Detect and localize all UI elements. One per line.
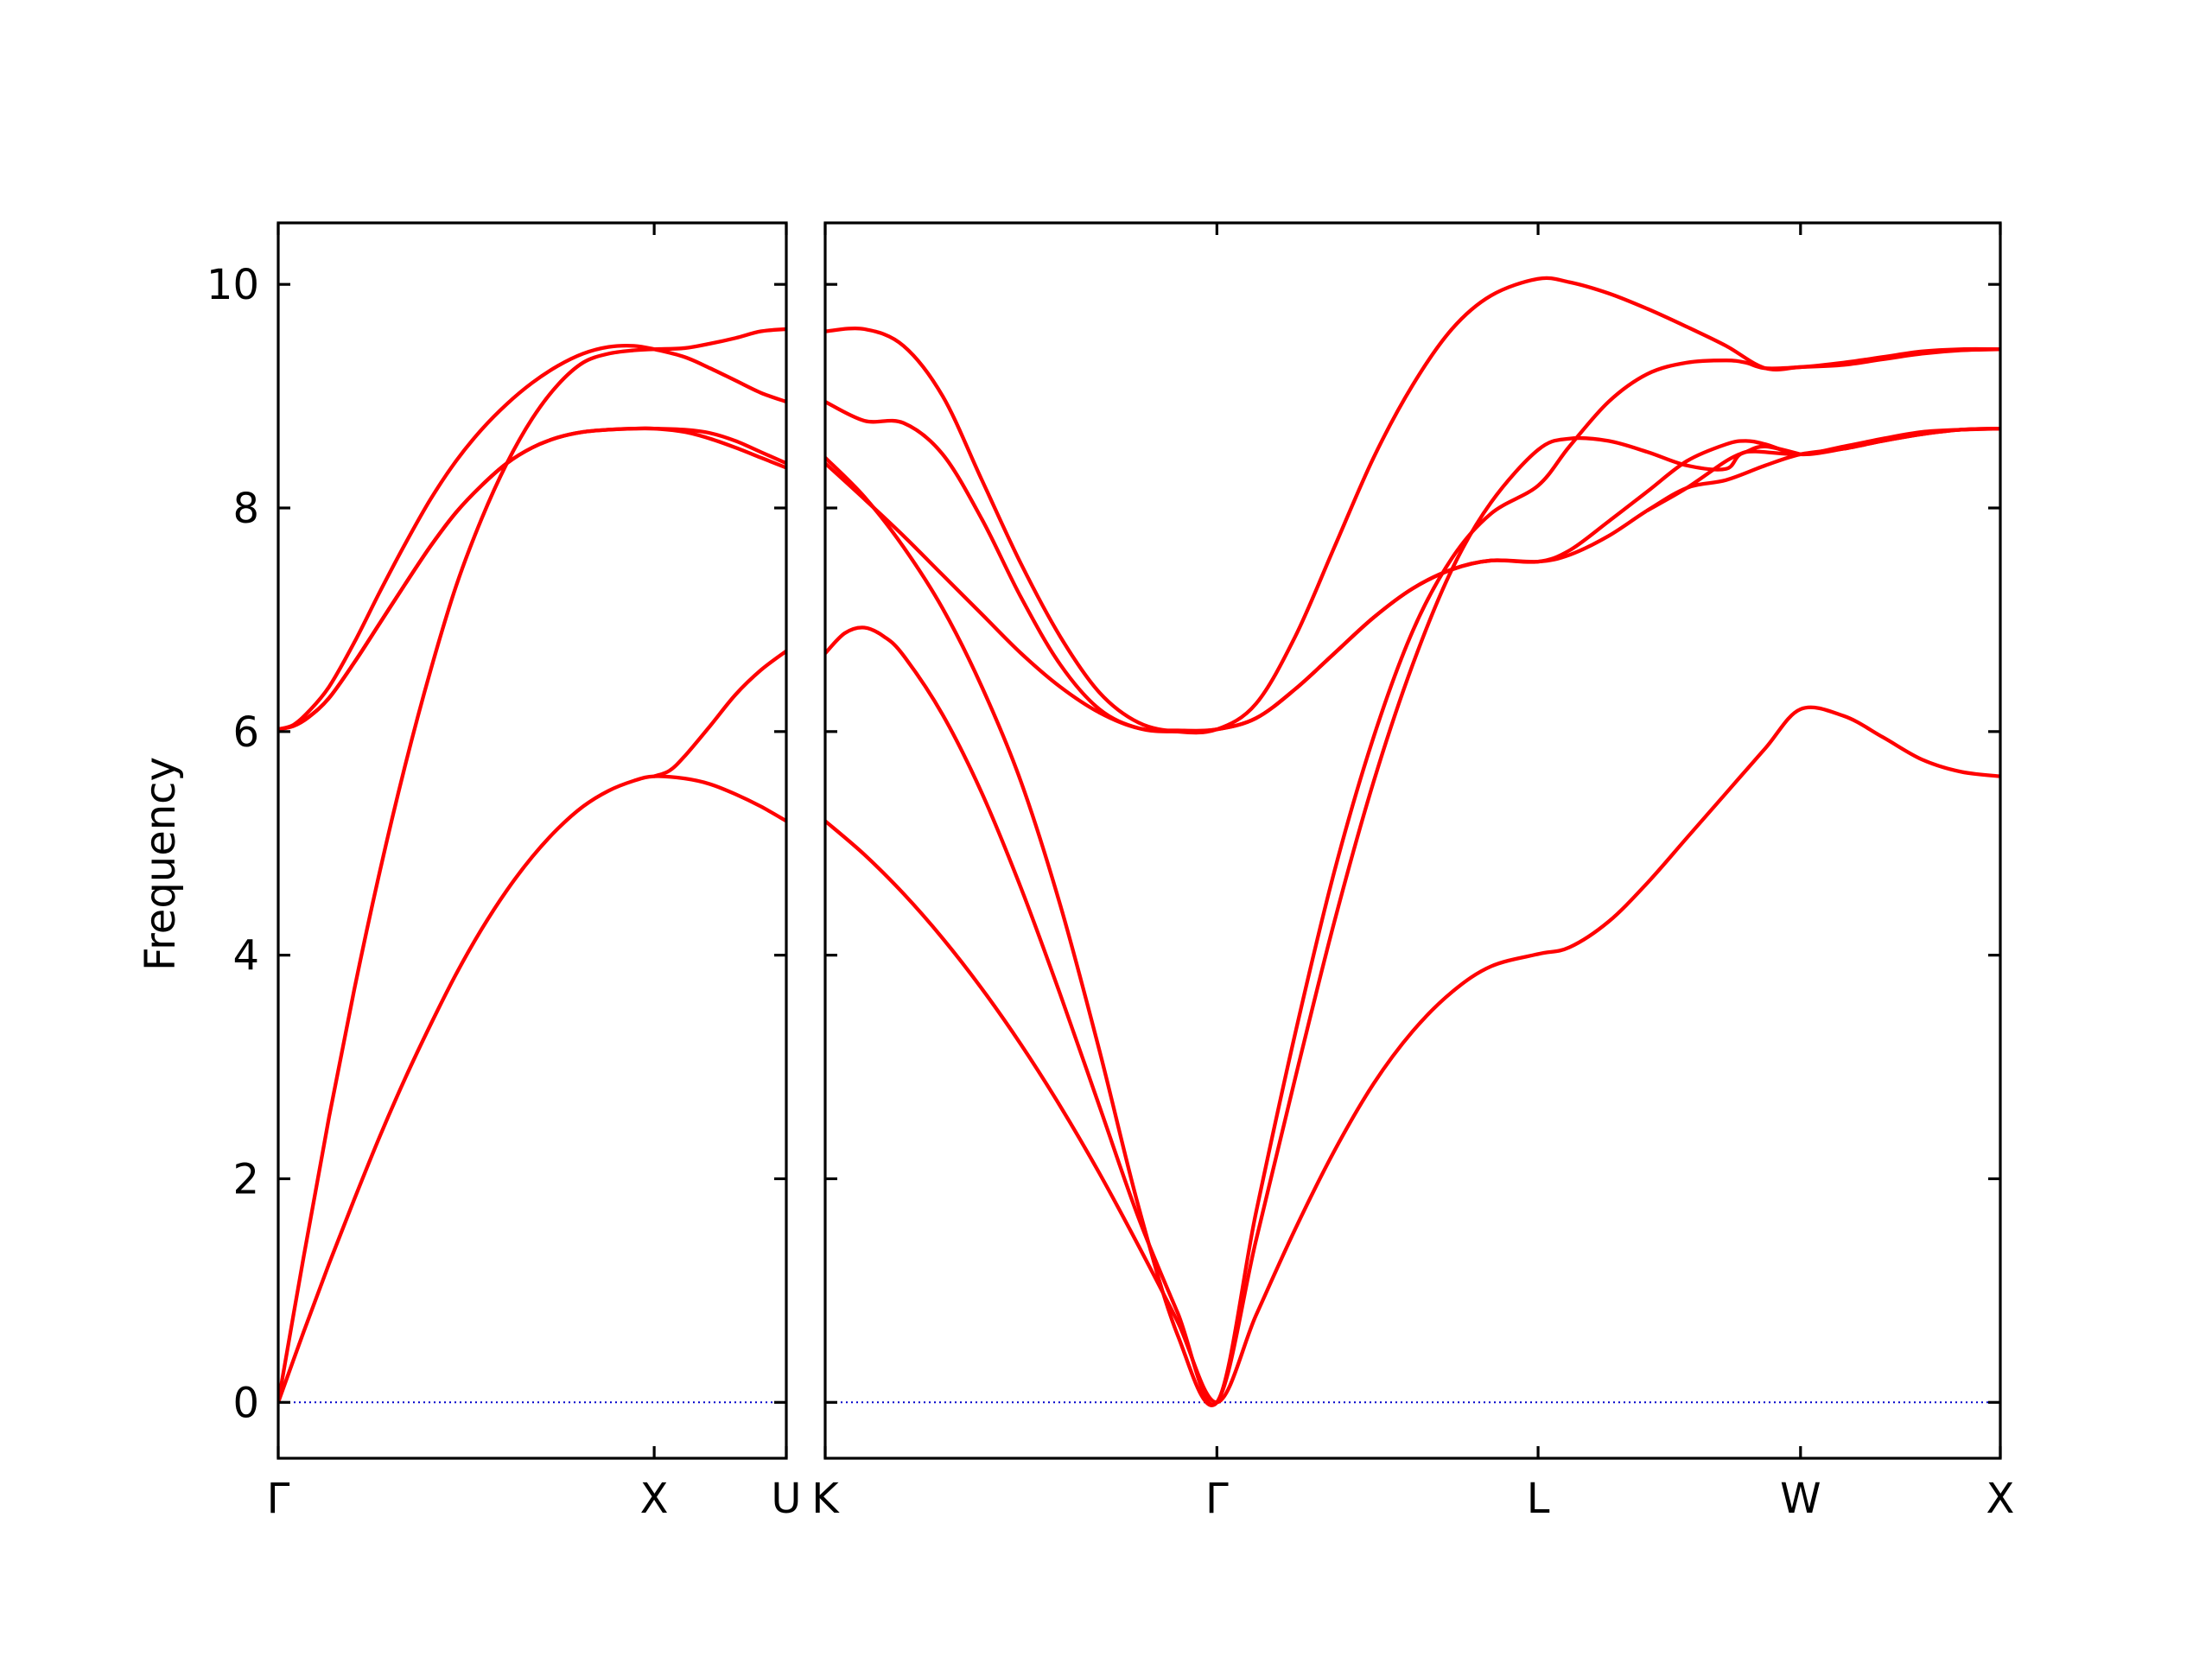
y-tick-label: 6 [232,708,259,757]
bands-group [825,276,2000,1407]
phonon-band-1 [278,774,786,1405]
y-tick-label: 4 [232,932,259,981]
y-tick-label: 2 [232,1155,259,1203]
phonon-band-1 [825,705,2000,1405]
panel-frame [276,221,788,1460]
y-tick-label: 0 [232,1379,259,1427]
phonon-band-2 [825,346,2000,1407]
x-tick-label: U [771,1475,801,1523]
x-tick-label: W [1780,1475,1821,1523]
x-tick-label: K [811,1475,840,1523]
phonon-band-6 [652,649,786,778]
panel-1: 0 2 4 6 8 10 Γ X U [207,221,802,1523]
phonon-band-6 [825,276,2000,735]
y-tick-label: 10 [207,261,259,309]
bands-group [278,327,786,1405]
panel-frame [823,221,2002,1460]
x-tick-label: Γ [1205,1475,1229,1523]
phonon-band-5 [278,426,786,732]
x-tick-label: X [1986,1475,2015,1523]
phonon-band-3 [278,344,786,732]
y-tick-label: 8 [232,485,259,533]
phonon-band-7 [1645,444,1802,512]
x-tick-label: L [1527,1475,1550,1523]
x-tick-label: Γ [267,1475,290,1523]
phonon-band-2 [278,327,786,1405]
x-tick-label: X [640,1475,669,1523]
y-axis-label: Frequency [137,757,185,971]
